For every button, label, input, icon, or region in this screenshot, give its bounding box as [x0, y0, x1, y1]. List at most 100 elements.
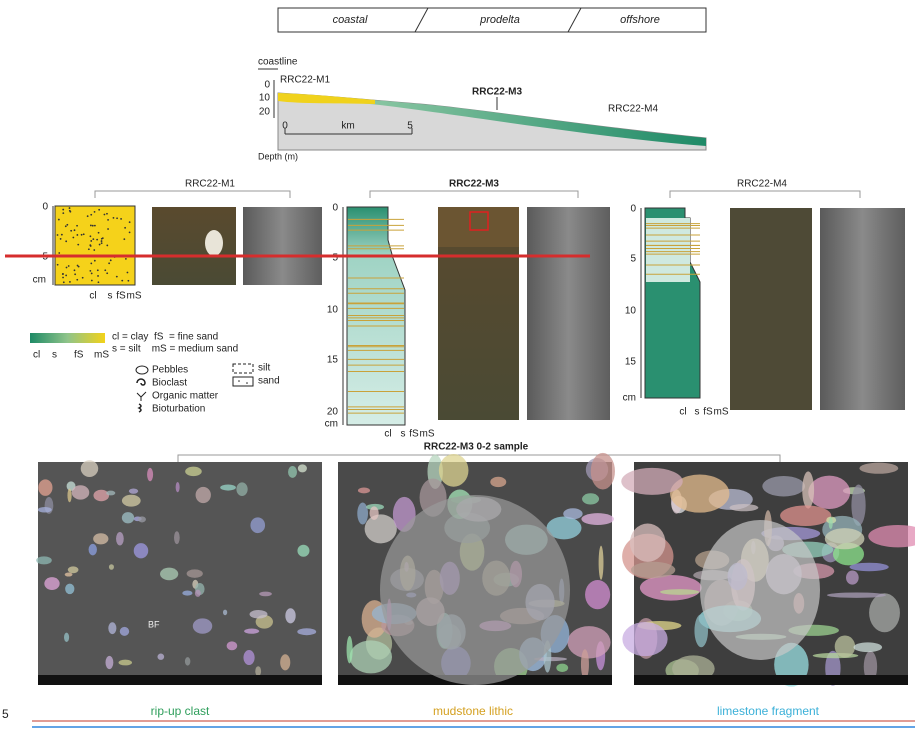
grain [621, 468, 682, 495]
grain [185, 467, 202, 476]
grain [109, 564, 114, 570]
grain [72, 485, 90, 499]
grain [762, 476, 805, 496]
grain [582, 493, 599, 504]
sand-dot [116, 276, 118, 278]
core-m3: 0 5 10 15 20 cm cl s fS mS [325, 203, 610, 440]
grain [835, 635, 855, 657]
sand-dot [127, 272, 129, 274]
grain [243, 650, 254, 665]
env-label: offshore [620, 14, 660, 26]
depth-tick: 5 [332, 253, 338, 264]
page-body: {"environments": ["coastal", "prodelta",… [0, 0, 915, 735]
sand-dot [87, 215, 89, 217]
sand-dot [94, 260, 96, 262]
depth-label: Depth (m) [258, 151, 298, 161]
grain [38, 507, 52, 513]
env-label: prodelta [479, 14, 520, 26]
grain [122, 495, 141, 507]
coastline-label: coastline [258, 57, 298, 68]
core-heading: RRC22-M3 [449, 179, 499, 190]
grain-label: s [695, 407, 700, 418]
grain [825, 528, 865, 549]
grain [780, 505, 831, 526]
scale-label: km [341, 121, 354, 132]
sand-dot [60, 238, 62, 240]
grain [869, 593, 900, 632]
sand-dot [91, 273, 93, 275]
depth-tick: 5 [630, 254, 636, 265]
sand-dot [101, 242, 103, 244]
sand-dot [98, 209, 100, 211]
sand-dot [99, 244, 101, 246]
grain [120, 627, 129, 636]
sand-dot [57, 234, 59, 236]
scale-label: 0 [282, 121, 288, 132]
grain [68, 566, 79, 573]
sand-dot [76, 279, 78, 281]
grain [182, 591, 192, 596]
grain [65, 584, 74, 595]
core-headings: RRC22-M1 RRC22-M3 RRC22-M4 [95, 179, 860, 198]
sand-dot [106, 213, 108, 215]
grain [89, 544, 97, 556]
sand-dot [94, 211, 96, 213]
sand-dot [106, 245, 108, 247]
page-number: 5 [2, 707, 9, 721]
legend-symbol: Bioclast [152, 378, 187, 389]
grain [36, 556, 52, 564]
legend: cl s fS mS cl = clay fS = fine sand s = … [30, 332, 280, 415]
grain [280, 654, 290, 670]
clast [380, 495, 570, 685]
depth-tick: 0 [264, 80, 270, 91]
sand-dot [61, 234, 63, 236]
grain [38, 479, 52, 496]
sand-dot [76, 225, 78, 227]
depth-tick: 0 [630, 204, 636, 215]
core-location: RRC22-M3 [472, 87, 522, 98]
grain-label: s [108, 291, 113, 302]
legend-grain: mS [94, 350, 109, 361]
grain [490, 477, 506, 487]
grain [138, 516, 146, 522]
grain [223, 610, 227, 616]
depth-tick: 10 [259, 93, 271, 104]
sand-dot [91, 280, 93, 282]
sand-dot [62, 277, 64, 279]
sand-dot [83, 233, 85, 235]
sand-dot [93, 249, 95, 251]
sand-dot [107, 219, 109, 221]
grain-label: fS [703, 407, 713, 418]
core-location: RRC22-M1 [280, 75, 330, 86]
sand-dot [129, 231, 131, 233]
grain [622, 622, 667, 656]
grain [358, 488, 370, 494]
sand-dot [69, 210, 71, 212]
grain-label: fS [409, 429, 419, 440]
sand-dot [88, 248, 90, 250]
legend-grain: fS [74, 350, 84, 361]
sand-dot [125, 258, 127, 260]
sand-dot [97, 275, 99, 277]
sand-dot [120, 218, 122, 220]
sand-dot [62, 273, 64, 275]
grain [808, 476, 850, 509]
grain [64, 633, 69, 642]
grain [827, 592, 886, 597]
sand-dot [63, 281, 65, 283]
legend-symbol: Organic matter [152, 391, 219, 402]
grain [581, 513, 614, 525]
sample-title: RRC22-M3 0-2 sample [424, 442, 529, 453]
sand-dot [62, 212, 64, 214]
legend-symbol: Pebbles [152, 365, 188, 376]
sand-dot [82, 277, 84, 279]
sand-dot [66, 224, 68, 226]
sand-dot [74, 269, 76, 271]
grain [116, 532, 124, 545]
depth-unit: cm [623, 393, 636, 404]
environment-bar: coastal prodelta offshore [278, 8, 706, 32]
grain [195, 590, 201, 597]
grain [174, 531, 180, 544]
sand-dot [104, 269, 106, 271]
grain [187, 569, 203, 577]
